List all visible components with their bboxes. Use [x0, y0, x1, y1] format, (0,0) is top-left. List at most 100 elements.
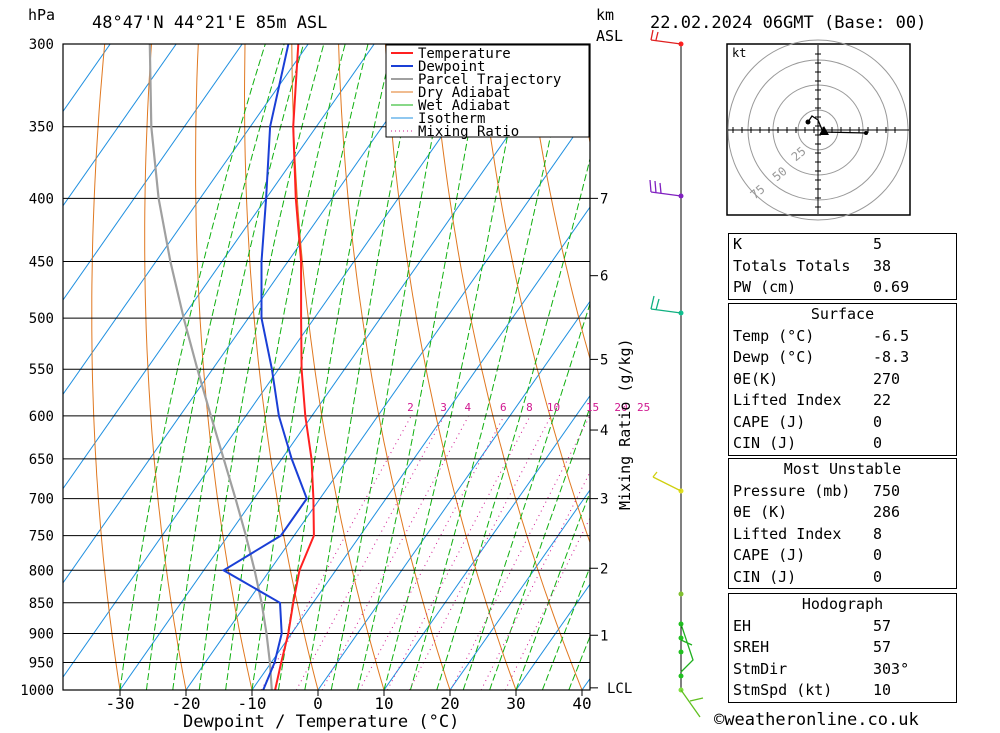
isotherm-line [185, 111, 590, 690]
km-tick-label: 4 [600, 423, 608, 439]
legend: Temperature Dewpoint Parcel Trajectory D… [385, 44, 590, 140]
pressure-tick-label: 750 [29, 529, 54, 545]
wind-level-dot [678, 673, 684, 679]
pressure-tick-label: 600 [29, 409, 54, 425]
index-tt: Totals Totals 38 [733, 256, 892, 275]
isotherm-line [383, 394, 590, 690]
axes-labels: 2 3 4 6 8 10 15 20 25300350400450500550600650700… [20, 37, 650, 713]
dry-adiabat-line [525, 44, 590, 361]
pressure-tick-label: 500 [29, 311, 54, 327]
pressure-tick-label: 400 [29, 191, 54, 207]
km-tick-label: 3 [600, 492, 608, 508]
wet-adiabat-line [515, 490, 590, 690]
wet-adiabat-line [304, 44, 421, 690]
dry-adiabat-line [384, 44, 517, 690]
km-tick-label: 1 [600, 628, 608, 644]
km-tick-label: LCL [607, 681, 632, 697]
wind-level-dot [678, 635, 684, 641]
storm-motion-marker [819, 126, 829, 135]
mu-thetae: θE (K) 286 [733, 503, 901, 521]
wind-barbs [649, 29, 704, 718]
copyright: ©weatheronline.co.uk [714, 710, 919, 730]
pressure-tick-label: 800 [29, 563, 54, 579]
mixing-ratio-label: 2 [407, 401, 414, 414]
mixing-ratio-label: 8 [526, 401, 533, 414]
surface-temp: Temp (°C) -6.5 [733, 326, 910, 345]
wet-adiabat-line [489, 405, 590, 690]
pressure-tick-label: 650 [29, 452, 54, 468]
wet-adiabat-line [251, 44, 369, 690]
mu-cape: CAPE (J) 0 [733, 546, 883, 564]
legend-mixing-ratio: Mixing Ratio [418, 124, 519, 140]
mu-li: Lifted Index 8 [733, 524, 883, 543]
mixing-ratio-label: 4 [465, 401, 472, 414]
parcel-trajectory-line [148, 44, 273, 690]
index-pw: PW (cm) 0.69 [733, 278, 910, 296]
legend-parcel: Parcel Trajectory [418, 72, 561, 88]
wind-barb [680, 623, 694, 673]
mixing-ratio-label: 3 [440, 401, 447, 414]
surface-table: Surface Temp (°C) -6.5 Dewp (°C) -8.3 θE(K… [728, 303, 957, 456]
mixing-ratio-line [450, 415, 590, 690]
wet-adiabat-line [198, 44, 325, 690]
legend-wet-adiabat: Wet Adiabat [418, 98, 511, 114]
mixing-ratio-axis-label: Mixing Ratio (g/kg) [616, 338, 634, 510]
isotherm-line [63, 44, 111, 113]
hodo-stmspd: StmSpd (kt) 10 [733, 681, 892, 699]
pressure-tick-label: 950 [29, 655, 54, 671]
wind-barb [649, 179, 682, 197]
dry-adiabat-line [338, 44, 451, 690]
mixing-ratio-line [480, 470, 590, 690]
hpa-label: hPa [28, 6, 55, 24]
isotherm-line [119, 44, 573, 690]
dry-adiabat-line [291, 44, 385, 690]
wet-adiabat-line [225, 44, 346, 690]
x-tick-label: 10 [374, 694, 393, 713]
wind-barb [680, 689, 704, 718]
km-tick-label: 5 [600, 352, 608, 368]
legend-temperature: Temperature [418, 46, 511, 62]
km-tick-label: 2 [600, 561, 608, 577]
isotherm-line [449, 489, 590, 690]
pressure-tick-label: 550 [29, 362, 54, 378]
most-unstable-table: Most Unstable Pressure (mb) 750 θE (K) 286… [728, 458, 957, 589]
wet-adiabat-line [277, 44, 394, 690]
isotherm-line [63, 44, 177, 207]
surface-thetae: θE(K) 270 [733, 369, 901, 388]
km-label: km [596, 6, 614, 24]
dry-adiabat-line [987, 26, 1000, 716]
asl-label: ASL [596, 27, 623, 45]
isotherm-line [515, 583, 590, 690]
mixing-ratio-label: 15 [586, 401, 599, 414]
isotherm-line [63, 44, 441, 584]
mixing-ratio-label: 10 [547, 401, 560, 414]
temperature-line [274, 44, 315, 690]
hodograph-table: Hodograph EH 57 SREH 57 StmDir 303° StmSpd … [728, 593, 957, 703]
wind-barb [652, 471, 682, 492]
legend-dewpoint: Dewpoint [418, 59, 485, 75]
isobars [63, 43, 590, 691]
surface-title: Surface [810, 305, 875, 323]
mu-title: Most Unstable [783, 460, 902, 478]
x-tick-label: -30 [106, 694, 135, 713]
hodo-eh: EH 57 [733, 616, 892, 635]
hodograph-unit: kt [732, 46, 746, 60]
legend-dry-adiabat: Dry Adiabat [418, 85, 511, 101]
dry-adiabat-line [243, 44, 319, 690]
x-tick-label: -10 [238, 694, 267, 713]
pressure-tick-label: 850 [29, 596, 54, 612]
wet-adiabat-line [541, 565, 590, 690]
mu-pressure: Pressure (mb) 750 [733, 481, 901, 500]
x-tick-label: 40 [572, 694, 591, 713]
isotherm-line [251, 206, 590, 690]
surface-cape: CAPE (J) 0 [733, 412, 883, 431]
legend-isotherm: Isotherm [418, 111, 485, 127]
x-tick-label: 0 [313, 694, 323, 713]
isotherm-line [63, 44, 309, 396]
wind-barb [650, 29, 682, 45]
x-tick-label: 30 [506, 694, 525, 713]
dry-adiabat-line [478, 44, 590, 544]
pressure-tick-label: 1000 [20, 683, 54, 699]
dry-adiabat-line [195, 44, 253, 690]
